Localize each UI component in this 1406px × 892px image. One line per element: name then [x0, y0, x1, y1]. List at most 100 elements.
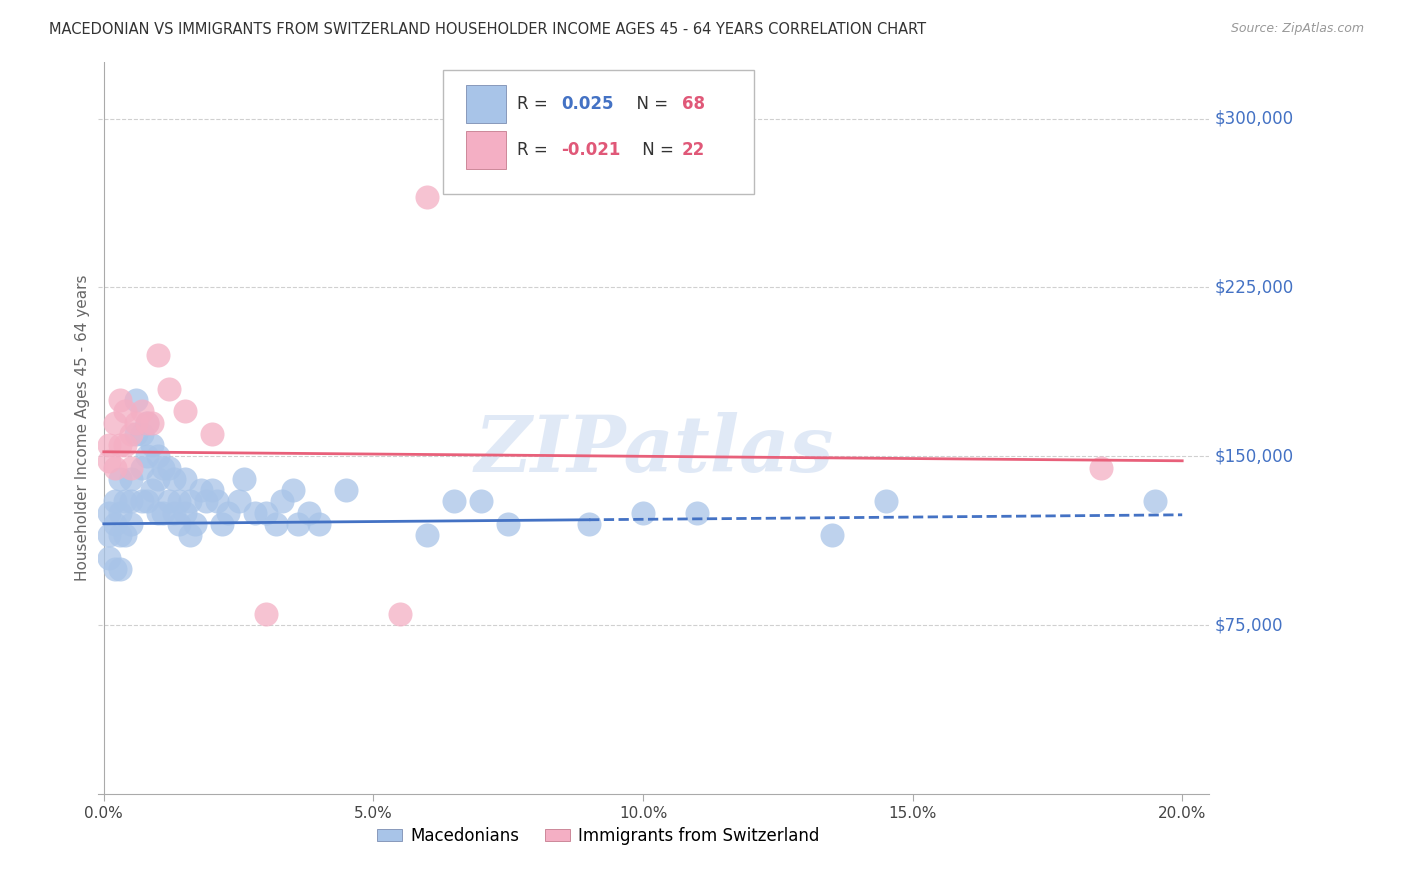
Point [578, 516, 600, 531]
Point [173, 506, 195, 520]
Point [233, 472, 256, 486]
Point [98, 550, 121, 565]
Point [205, 494, 228, 508]
Point [389, 607, 412, 621]
Point [136, 416, 159, 430]
Point [104, 416, 127, 430]
Point [114, 438, 136, 452]
Text: 0.025: 0.025 [561, 95, 614, 113]
Point [184, 516, 207, 531]
Point [211, 516, 233, 531]
Text: $300,000: $300,000 [1215, 110, 1294, 128]
Point [114, 404, 136, 418]
Text: $75,000: $75,000 [1215, 616, 1284, 634]
Point [98, 528, 121, 542]
Point [173, 404, 195, 418]
Point [1144, 494, 1167, 508]
Point [104, 562, 127, 576]
Point [631, 506, 654, 520]
Point [131, 426, 153, 441]
Point [108, 472, 131, 486]
Point [136, 450, 159, 464]
Point [136, 416, 159, 430]
Point [98, 438, 121, 452]
Point [114, 494, 136, 508]
Text: MACEDONIAN VS IMMIGRANTS FROM SWITZERLAND HOUSEHOLDER INCOME AGES 45 - 64 YEARS : MACEDONIAN VS IMMIGRANTS FROM SWITZERLAN… [49, 22, 927, 37]
Point [131, 404, 153, 418]
Text: N =: N = [637, 141, 679, 159]
Point [141, 438, 163, 452]
Text: R =: R = [517, 95, 553, 113]
Point [146, 472, 169, 486]
Point [146, 450, 169, 464]
FancyBboxPatch shape [443, 70, 754, 194]
FancyBboxPatch shape [465, 131, 506, 169]
Point [125, 392, 148, 407]
Point [179, 494, 201, 508]
Point [108, 562, 131, 576]
Point [416, 190, 439, 204]
Point [287, 516, 309, 531]
Point [152, 506, 174, 520]
Point [146, 506, 169, 520]
Point [104, 494, 127, 508]
Point [98, 506, 121, 520]
Point [281, 483, 304, 497]
Text: -0.021: -0.021 [561, 141, 621, 159]
Point [201, 426, 224, 441]
Y-axis label: Householder Income Ages 45 - 64 years: Householder Income Ages 45 - 64 years [75, 275, 90, 582]
Text: ZIPatlas: ZIPatlas [474, 412, 834, 488]
Point [108, 392, 131, 407]
Point [821, 528, 844, 542]
Point [104, 460, 127, 475]
Text: R =: R = [517, 141, 553, 159]
Point [157, 382, 180, 396]
Text: 22: 22 [682, 141, 704, 159]
Point [120, 472, 142, 486]
Point [266, 516, 288, 531]
Point [254, 506, 277, 520]
Point [141, 483, 163, 497]
Point [270, 494, 292, 508]
Point [141, 416, 163, 430]
Point [104, 516, 127, 531]
Point [228, 494, 250, 508]
Point [131, 460, 153, 475]
Text: 68: 68 [682, 95, 704, 113]
Point [125, 426, 148, 441]
Text: $150,000: $150,000 [1215, 447, 1294, 466]
Point [120, 460, 142, 475]
Point [131, 494, 153, 508]
Point [195, 494, 218, 508]
Point [173, 472, 195, 486]
Point [120, 426, 142, 441]
Point [1090, 460, 1112, 475]
Point [125, 416, 148, 430]
Point [470, 494, 492, 508]
Point [136, 494, 159, 508]
Text: $225,000: $225,000 [1215, 278, 1294, 296]
Legend: Macedonians, Immigrants from Switzerland: Macedonians, Immigrants from Switzerland [371, 820, 825, 851]
Point [98, 454, 121, 468]
Point [298, 506, 321, 520]
Point [120, 516, 142, 531]
Point [335, 483, 357, 497]
Point [169, 494, 191, 508]
Point [443, 494, 465, 508]
Point [243, 506, 266, 520]
Point [163, 472, 186, 486]
Point [108, 438, 131, 452]
Point [217, 506, 239, 520]
Point [120, 494, 142, 508]
Point [686, 506, 709, 520]
Point [157, 460, 180, 475]
Point [163, 506, 186, 520]
Point [496, 516, 519, 531]
Point [179, 528, 201, 542]
Point [108, 528, 131, 542]
Point [114, 528, 136, 542]
Point [169, 516, 191, 531]
FancyBboxPatch shape [465, 85, 506, 123]
Point [146, 348, 169, 362]
Point [308, 516, 330, 531]
